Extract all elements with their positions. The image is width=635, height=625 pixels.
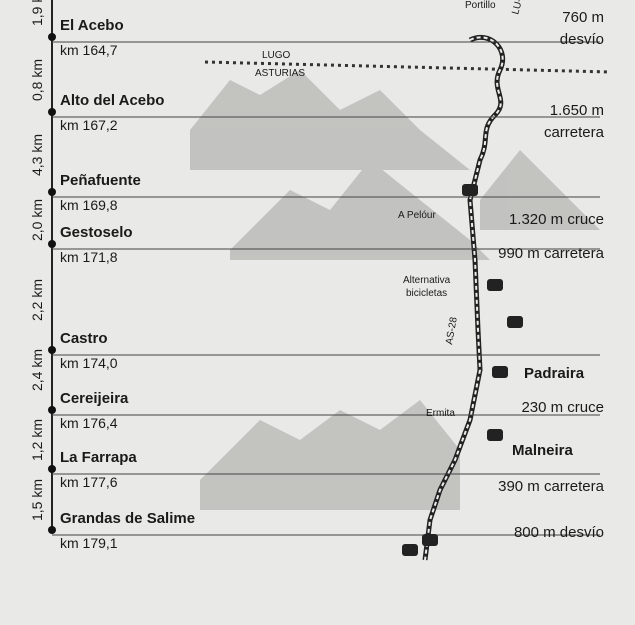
house-icon	[487, 279, 503, 291]
route-dash	[424, 36, 504, 561]
stop-km: km 176,4	[60, 415, 118, 431]
segment-distance: 2,4 km	[29, 349, 45, 391]
stop-name: Grandas de Salime	[60, 510, 195, 527]
stop-dot	[48, 526, 56, 534]
stop-dot	[48, 406, 56, 414]
border-line	[204, 60, 611, 74]
stop-name: Peñafuente	[60, 172, 141, 189]
climb-label: 990 m carretera	[498, 245, 605, 262]
stop-km: km 164,7	[60, 42, 118, 58]
climb-label: carretera	[544, 124, 605, 141]
house-icon	[487, 429, 503, 441]
map-label: Ermita	[426, 408, 455, 419]
stop-name: Cereijeira	[60, 390, 129, 407]
climb-label: 1.320 m cruce	[509, 211, 604, 228]
stop-km: km 174,0	[60, 355, 118, 371]
stop-dot	[48, 465, 56, 473]
stop-dot	[48, 188, 56, 196]
segment-distance: 1,2 km	[29, 419, 45, 461]
map-label: A Pelóur	[398, 210, 436, 221]
map-label: Malneira	[512, 442, 574, 459]
climb-label: 1.650 m	[550, 102, 604, 119]
segment-distance: 0,8 km	[29, 59, 45, 101]
mountains	[190, 70, 600, 510]
house-icon	[422, 534, 438, 546]
map-label: Padraira	[524, 365, 585, 382]
stop-dot	[48, 108, 56, 116]
stop-name: Gestoselo	[60, 224, 133, 241]
stop-km: km 167,2	[60, 117, 118, 133]
stop-dot	[48, 346, 56, 354]
house-icon	[492, 366, 508, 378]
stop-dot	[48, 240, 56, 248]
stop-km: km 171,8	[60, 249, 118, 265]
house-icon	[462, 184, 478, 196]
stop-name: La Farrapa	[60, 449, 137, 466]
map-label: ASTURIAS	[255, 68, 305, 79]
segment-distance: 1,5 km	[29, 479, 45, 521]
stop-km: km 169,8	[60, 197, 118, 213]
segment-distance: 2,2 km	[29, 279, 45, 321]
climb-label: desvío	[560, 31, 604, 48]
house-icon	[402, 544, 418, 556]
climb-label: 390 m carretera	[498, 478, 605, 495]
stop-km: km 177,6	[60, 474, 118, 490]
stop-name: El Acebo	[60, 17, 124, 34]
segment-distance: 4,3 km	[29, 134, 45, 176]
house-icon	[507, 316, 523, 328]
map-label: Portillo	[465, 0, 496, 11]
map-label: bicicletas	[406, 288, 447, 299]
climb-label: 230 m cruce	[521, 399, 604, 416]
stop-km: km 179,1	[60, 535, 118, 551]
map-label: Alternativa	[403, 275, 451, 286]
segment-distance: 1,9 km	[29, 0, 45, 26]
stop-name: Castro	[60, 330, 108, 347]
climb-label: 760 m	[562, 9, 604, 26]
segment-distance: 2,0 km	[29, 199, 45, 241]
climb-label: 800 m desvío	[514, 524, 604, 541]
map-label: LUGO	[262, 50, 291, 61]
stop-name: Alto del Acebo	[60, 92, 164, 109]
stop-dot	[48, 33, 56, 41]
map-label: AS-28	[444, 316, 460, 346]
